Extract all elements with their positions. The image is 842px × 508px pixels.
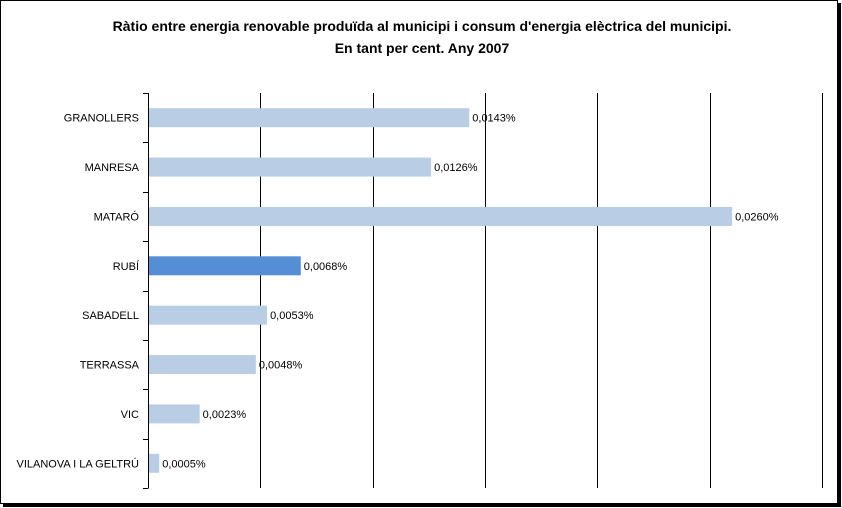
bar bbox=[149, 108, 470, 128]
bars bbox=[149, 108, 733, 473]
bar bbox=[149, 453, 160, 473]
category-label: SABADELL bbox=[82, 310, 139, 322]
bar bbox=[149, 256, 301, 276]
chart-title-block: Ràtio entre energia renovable produïda a… bbox=[1, 15, 842, 59]
chart-title: Ràtio entre energia renovable produïda a… bbox=[112, 18, 732, 34]
gridlines bbox=[260, 93, 823, 488]
data-label: 0,0048% bbox=[259, 360, 303, 372]
data-label: 0,0005% bbox=[162, 458, 206, 470]
category-label: TERRASSA bbox=[80, 360, 140, 372]
category-label: GRANOLLERS bbox=[64, 113, 139, 125]
category-label: MATARÓ bbox=[94, 210, 140, 223]
category-label: VILANOVA I LA GELTRÚ bbox=[17, 457, 140, 470]
bar bbox=[149, 206, 733, 226]
category-label: VIC bbox=[121, 409, 139, 421]
category-label: MANRESA bbox=[85, 162, 140, 174]
bar bbox=[149, 404, 200, 424]
data-label: 0,0023% bbox=[203, 409, 247, 421]
data-label: 0,0260% bbox=[735, 211, 779, 223]
bar bbox=[149, 157, 432, 177]
data-label: 0,0068% bbox=[304, 261, 348, 273]
labels: GRANOLLERS 0,0143% MANRESA 0,0126% MATARÓ 0,0… bbox=[17, 113, 779, 471]
bar bbox=[149, 305, 268, 325]
category-label: RUBÍ bbox=[113, 260, 140, 273]
data-label: 0,0053% bbox=[270, 310, 314, 322]
data-label: 0,0126% bbox=[434, 162, 478, 174]
chart-subtitle: En tant per cent. Any 2007 bbox=[334, 40, 510, 56]
category-axis bbox=[143, 93, 149, 489]
data-label: 0,0143% bbox=[472, 113, 516, 125]
bar bbox=[149, 355, 256, 375]
